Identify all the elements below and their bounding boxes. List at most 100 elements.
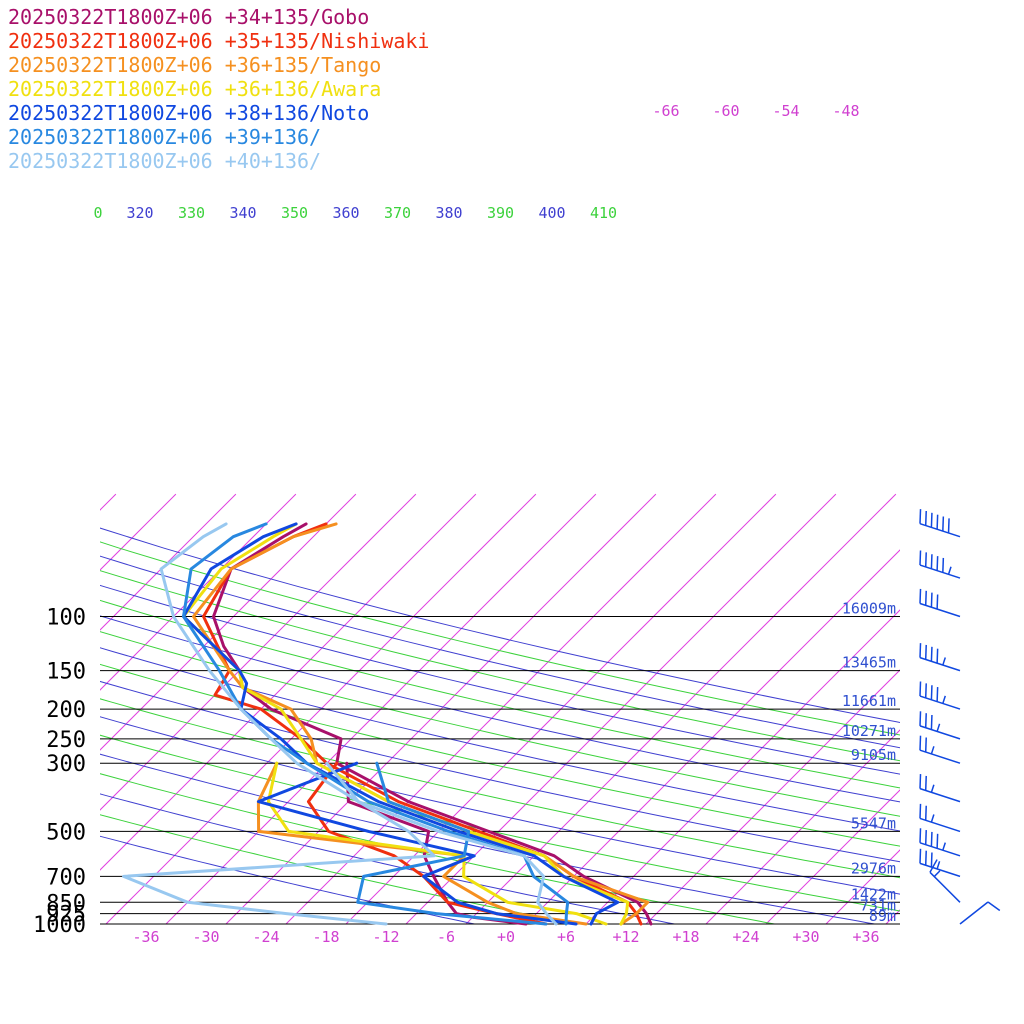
dry-adiabat-line (100, 541, 900, 736)
x-tick-label: +36 (852, 928, 879, 946)
legend-entry: 20250322T1800Z+06 +36+135/Tango (8, 53, 381, 77)
upper-isotherm-label: -66 (652, 102, 679, 120)
wind-barb (959, 901, 1001, 925)
wind-barbs (919, 509, 1001, 925)
upper-isotherm-label: -60 (712, 102, 739, 120)
theta-label: 400 (538, 204, 565, 222)
dewpoint-line-40n136e (122, 761, 436, 926)
dry-adiabat-line (100, 814, 578, 924)
theta-label: 380 (435, 204, 462, 222)
wind-barb (919, 774, 961, 803)
pressure-level-label: 150 (46, 660, 86, 685)
dry-adiabat-line (100, 680, 900, 863)
x-tick-label: +30 (792, 928, 819, 946)
theta-label: 370 (384, 204, 411, 222)
height-label: 5547m (851, 814, 896, 832)
dry-adiabat-line (100, 584, 900, 775)
height-label: 13465m (842, 654, 896, 672)
upper-isotherm-label: -54 (772, 102, 799, 120)
x-tick-label: +24 (732, 928, 759, 946)
dewpoint-line-tango (256, 761, 588, 926)
temperature-line-tango (192, 522, 650, 926)
x-tick-label: -6 (437, 928, 455, 946)
wind-barb (919, 681, 961, 710)
dry-adiabat-line (100, 570, 900, 762)
pressure-level-label: 925 (46, 903, 86, 928)
dry-adiabat-line (100, 631, 900, 817)
wind-barb (919, 828, 961, 857)
pressure-level-label: 250 (46, 728, 86, 753)
wind-barb (929, 859, 961, 903)
height-label: 2976m (851, 859, 896, 877)
pressure-level-label: 100 (46, 606, 86, 631)
wind-barb (919, 848, 961, 878)
wind-barb (919, 711, 961, 740)
upper-isotherm-label: -48 (832, 102, 859, 120)
legend-entry: 20250322T1800Z+06 +38+136/Noto (8, 101, 369, 125)
x-tick-label: +0 (497, 928, 515, 946)
pressure-level-label: 500 (46, 820, 86, 845)
x-tick-label: +18 (672, 928, 699, 946)
pressure-level-label: 700 (46, 865, 86, 890)
x-tick-label: -24 (252, 928, 279, 946)
isotherm-line (705, 729, 900, 924)
pressure-level-lines (100, 616, 900, 925)
theta-label: 360 (332, 204, 359, 222)
legend-entry: 20250322T1800Z+06 +36+136/Awara (8, 77, 381, 101)
pressure-level-label: 1000 (33, 913, 86, 938)
x-tick-label: +6 (557, 928, 575, 946)
temperature-line-40n136e (159, 522, 558, 926)
dry-adiabat-line (100, 793, 678, 924)
height-label: 9105m (851, 746, 896, 764)
pressure-level-label: 300 (46, 752, 86, 777)
temperature-line-noto (182, 522, 620, 926)
x-tick-label: -30 (192, 928, 219, 946)
x-tick-label: +12 (612, 928, 639, 946)
legend-entry: 20250322T1800Z+06 +40+136/ (8, 149, 321, 173)
temperature-line-39n136e (182, 522, 570, 926)
theta-label: 0 (93, 204, 102, 222)
isotherm-line (1006, 494, 1024, 924)
theta-label: 340 (229, 204, 256, 222)
theta-label: 330 (178, 204, 205, 222)
dry-adiabat-line (100, 663, 900, 847)
height-label: 89m (869, 907, 896, 925)
height-label: 16009m (842, 600, 896, 618)
theta-label: 390 (487, 204, 514, 222)
chart-labels: 100 16009m 150 13465m 200 11661m 250 10271m 300 9… (33, 102, 896, 946)
wind-barb (919, 735, 961, 764)
legend-entry: 20250322T1800Z+06 +39+136/ (8, 125, 321, 149)
x-tick-label: -18 (312, 928, 339, 946)
x-tick-label: -12 (372, 928, 399, 946)
legend: 20250322T1800Z+06 +34+135/Gobo20250322T1… (8, 5, 429, 173)
height-label: 1422m (851, 885, 896, 903)
isotherm-line (885, 909, 900, 924)
wind-barb (919, 550, 961, 579)
dry-adiabat-line (100, 734, 900, 912)
isotherm-line (100, 493, 177, 571)
height-label: 10271m (842, 722, 896, 740)
pressure-level-label: 850 (46, 891, 86, 916)
theta-label: 410 (590, 204, 617, 222)
sounding-series (122, 522, 653, 926)
dry-adiabat-line (100, 527, 900, 723)
wind-barb (919, 588, 961, 618)
height-label: 731m (860, 897, 896, 915)
dry-adiabat-line (100, 599, 900, 789)
pressure-level-label: 200 (46, 698, 86, 723)
dry-adiabat-line (100, 773, 778, 924)
dry-adiabat-line (100, 647, 900, 832)
height-label: 11661m (842, 692, 896, 710)
legend-entry: 20250322T1800Z+06 +34+135/Gobo (8, 5, 369, 29)
dry-adiabat-line (100, 555, 900, 749)
temperature-line-awara (182, 522, 630, 926)
legend-entry: 20250322T1800Z+06 +35+135/Nishiwaki (8, 29, 429, 53)
theta-label: 350 (281, 204, 308, 222)
x-tick-label: -36 (132, 928, 159, 946)
isotherm-line (825, 849, 900, 924)
wind-barb (919, 643, 961, 672)
dewpoint-line-39n136e (356, 761, 548, 926)
wind-barb (919, 509, 961, 538)
dry-adiabat-line (100, 698, 900, 879)
